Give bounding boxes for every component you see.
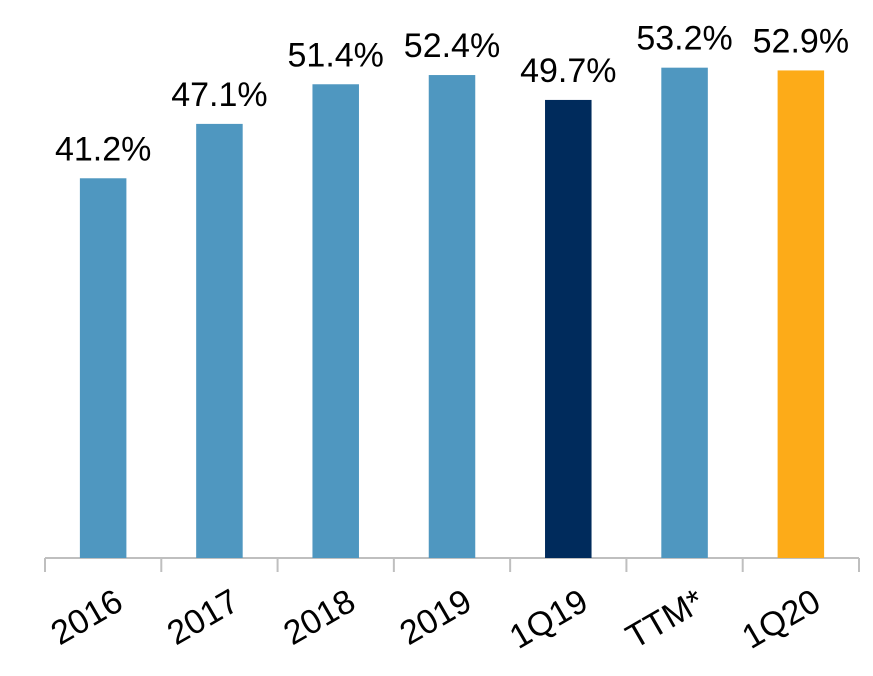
data-label: 52.4% bbox=[404, 27, 500, 65]
bar bbox=[428, 75, 476, 559]
bar bbox=[312, 84, 359, 558]
bar bbox=[661, 67, 708, 558]
data-label: 52.9% bbox=[753, 22, 849, 60]
x-tick-label: 2016 bbox=[45, 582, 130, 653]
data-label: 53.2% bbox=[636, 20, 732, 58]
data-label: 41.2% bbox=[55, 130, 151, 168]
x-tick-label: 1Q20 bbox=[736, 582, 827, 657]
bar bbox=[196, 123, 243, 559]
bar bbox=[777, 70, 825, 559]
x-tick-label: 2017 bbox=[161, 582, 246, 653]
data-label: 51.4% bbox=[288, 36, 384, 74]
x-tick-label: 2018 bbox=[277, 582, 362, 653]
bar bbox=[79, 178, 127, 559]
data-label: 49.7% bbox=[520, 52, 616, 90]
x-tick-label: TTM* bbox=[620, 582, 711, 656]
x-tick-label: 2019 bbox=[393, 582, 478, 653]
data-label: 47.1% bbox=[171, 76, 267, 114]
x-tick-label: 1Q19 bbox=[503, 582, 594, 657]
bar bbox=[545, 99, 592, 558]
